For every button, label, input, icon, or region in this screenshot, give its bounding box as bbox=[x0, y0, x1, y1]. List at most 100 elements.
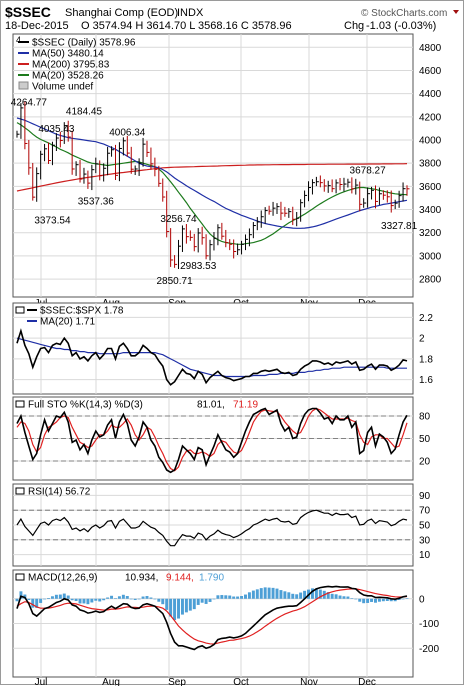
price-bar bbox=[311, 179, 315, 195]
macd-histogram-bar bbox=[330, 593, 334, 599]
macd-histogram-bar bbox=[184, 598, 188, 613]
panel-frame-ratio bbox=[12, 302, 414, 395]
panel-marker-text: 4 bbox=[16, 35, 21, 45]
price-bar bbox=[217, 224, 221, 246]
macd-histogram-bar bbox=[283, 591, 287, 599]
price-annotation: 3678.27 bbox=[350, 165, 387, 176]
macd-histogram-bar bbox=[251, 590, 255, 599]
legend-sto-title: Full STO %K(14,3) %D(3) bbox=[28, 400, 143, 411]
price-bar bbox=[55, 133, 59, 152]
price-bar bbox=[367, 187, 371, 208]
macd-histogram-bar bbox=[35, 598, 39, 608]
macd-histogram-bar bbox=[94, 598, 98, 601]
price-bar bbox=[390, 190, 394, 213]
y-tick-label: 50 bbox=[419, 521, 431, 532]
price-bar bbox=[44, 143, 48, 162]
macd-signal-line bbox=[16, 588, 408, 645]
x-tick-label-bottom-oct: Oct bbox=[233, 677, 249, 686]
price-bar bbox=[59, 131, 63, 148]
price-bar bbox=[174, 255, 178, 268]
y-tick-label: 4200 bbox=[419, 112, 442, 123]
macd-histogram-bar bbox=[314, 588, 318, 599]
macd-histogram-bar bbox=[358, 598, 362, 602]
index-name: Shanghai Comp (EOD) bbox=[65, 7, 178, 19]
ma200-line bbox=[16, 163, 408, 192]
macd-histogram-bar bbox=[66, 595, 70, 599]
macd-histogram-bar bbox=[192, 598, 196, 610]
price-bar bbox=[170, 228, 174, 267]
macd-histogram-bar bbox=[271, 587, 275, 599]
price-bar bbox=[197, 228, 201, 253]
price-bar bbox=[331, 179, 335, 193]
macd-histogram-bar bbox=[117, 596, 121, 599]
price-bar bbox=[398, 190, 402, 208]
change-value: -1.03 (-0.03%) bbox=[366, 20, 436, 32]
price-bar bbox=[63, 122, 67, 144]
y-tick-label: 4000 bbox=[419, 136, 442, 147]
price-bar bbox=[268, 205, 272, 215]
price-bar bbox=[343, 177, 347, 192]
macd-histogram-bar bbox=[74, 598, 78, 601]
macd-histogram-bar bbox=[385, 598, 389, 601]
price-bar bbox=[327, 180, 331, 193]
macd-histogram-bar bbox=[39, 598, 43, 603]
y-tick-label: -200 bbox=[419, 644, 439, 655]
price-bar bbox=[142, 137, 146, 167]
x-tick-label-bottom-aug: Aug bbox=[102, 677, 120, 686]
macd-histogram-bar bbox=[397, 598, 401, 600]
price-bar bbox=[386, 190, 390, 203]
price-bar bbox=[264, 207, 268, 224]
y-tick-label: -100 bbox=[419, 619, 439, 630]
macd-histogram-bar bbox=[318, 589, 322, 599]
macd-histogram-bar bbox=[216, 595, 220, 599]
price-bar bbox=[130, 146, 134, 174]
y-tick-label: 0 bbox=[419, 594, 425, 605]
macd-histogram-bar bbox=[334, 594, 338, 599]
macd-histogram-bar bbox=[326, 592, 330, 599]
macd-line bbox=[16, 585, 408, 651]
legend-main: $SSEC (Daily) 3578.96 bbox=[32, 38, 136, 49]
macd-histogram-bar bbox=[114, 598, 117, 599]
macd-histogram-bar bbox=[204, 598, 208, 604]
macd-histogram-bar bbox=[295, 594, 299, 599]
panel-collapse-icon bbox=[15, 573, 25, 581]
macd-histogram-bar bbox=[31, 598, 35, 608]
price-bar bbox=[288, 208, 292, 218]
macd-histogram-bar bbox=[161, 598, 165, 605]
price-bar bbox=[166, 190, 170, 238]
price-bar bbox=[193, 233, 197, 252]
price-bar bbox=[363, 198, 367, 208]
ohlc-readout: O 3574.94 H 3614.70 L 3568.16 C 3578.96 bbox=[81, 20, 292, 32]
price-bar bbox=[406, 185, 410, 196]
x-tick-label-bottom-dec: Dec bbox=[358, 677, 376, 686]
price-bar bbox=[221, 222, 225, 240]
legend-macd-value: 10.934, bbox=[125, 573, 158, 584]
macd-histogram-bar bbox=[259, 588, 263, 599]
x-tick-label-bottom-jul: Jul bbox=[35, 677, 48, 686]
macd-histogram-bar bbox=[121, 594, 125, 599]
macd-histogram-bar bbox=[263, 587, 267, 599]
macd-histogram-bar bbox=[401, 598, 405, 600]
macd-histogram-bar bbox=[405, 598, 409, 599]
price-bar bbox=[79, 159, 83, 183]
legend-hist-value: 1.790 bbox=[199, 573, 224, 584]
price-bar bbox=[292, 206, 296, 226]
price-bar bbox=[335, 179, 339, 194]
y-tick-label: 3200 bbox=[419, 228, 442, 239]
price-bar bbox=[280, 201, 284, 221]
price-bar bbox=[24, 101, 28, 150]
change-label: Chg bbox=[344, 20, 364, 32]
price-bar bbox=[304, 190, 308, 208]
macd-histogram-bar bbox=[196, 598, 200, 605]
price-annotation: 4184.45 bbox=[66, 107, 103, 118]
price-annotation: 3256.74 bbox=[160, 214, 197, 225]
legend-signal-value: 9.144, bbox=[166, 573, 194, 584]
price-bar bbox=[237, 243, 241, 255]
legend-macd-title: MACD(12,26,9) bbox=[28, 573, 97, 584]
price-bar bbox=[87, 170, 91, 189]
macd-histogram-bar bbox=[177, 598, 180, 619]
price-bar bbox=[260, 210, 264, 228]
watermark: © StockCharts.com bbox=[361, 8, 447, 19]
macd-histogram-bar bbox=[374, 598, 377, 603]
macd-histogram-bar bbox=[303, 590, 307, 599]
